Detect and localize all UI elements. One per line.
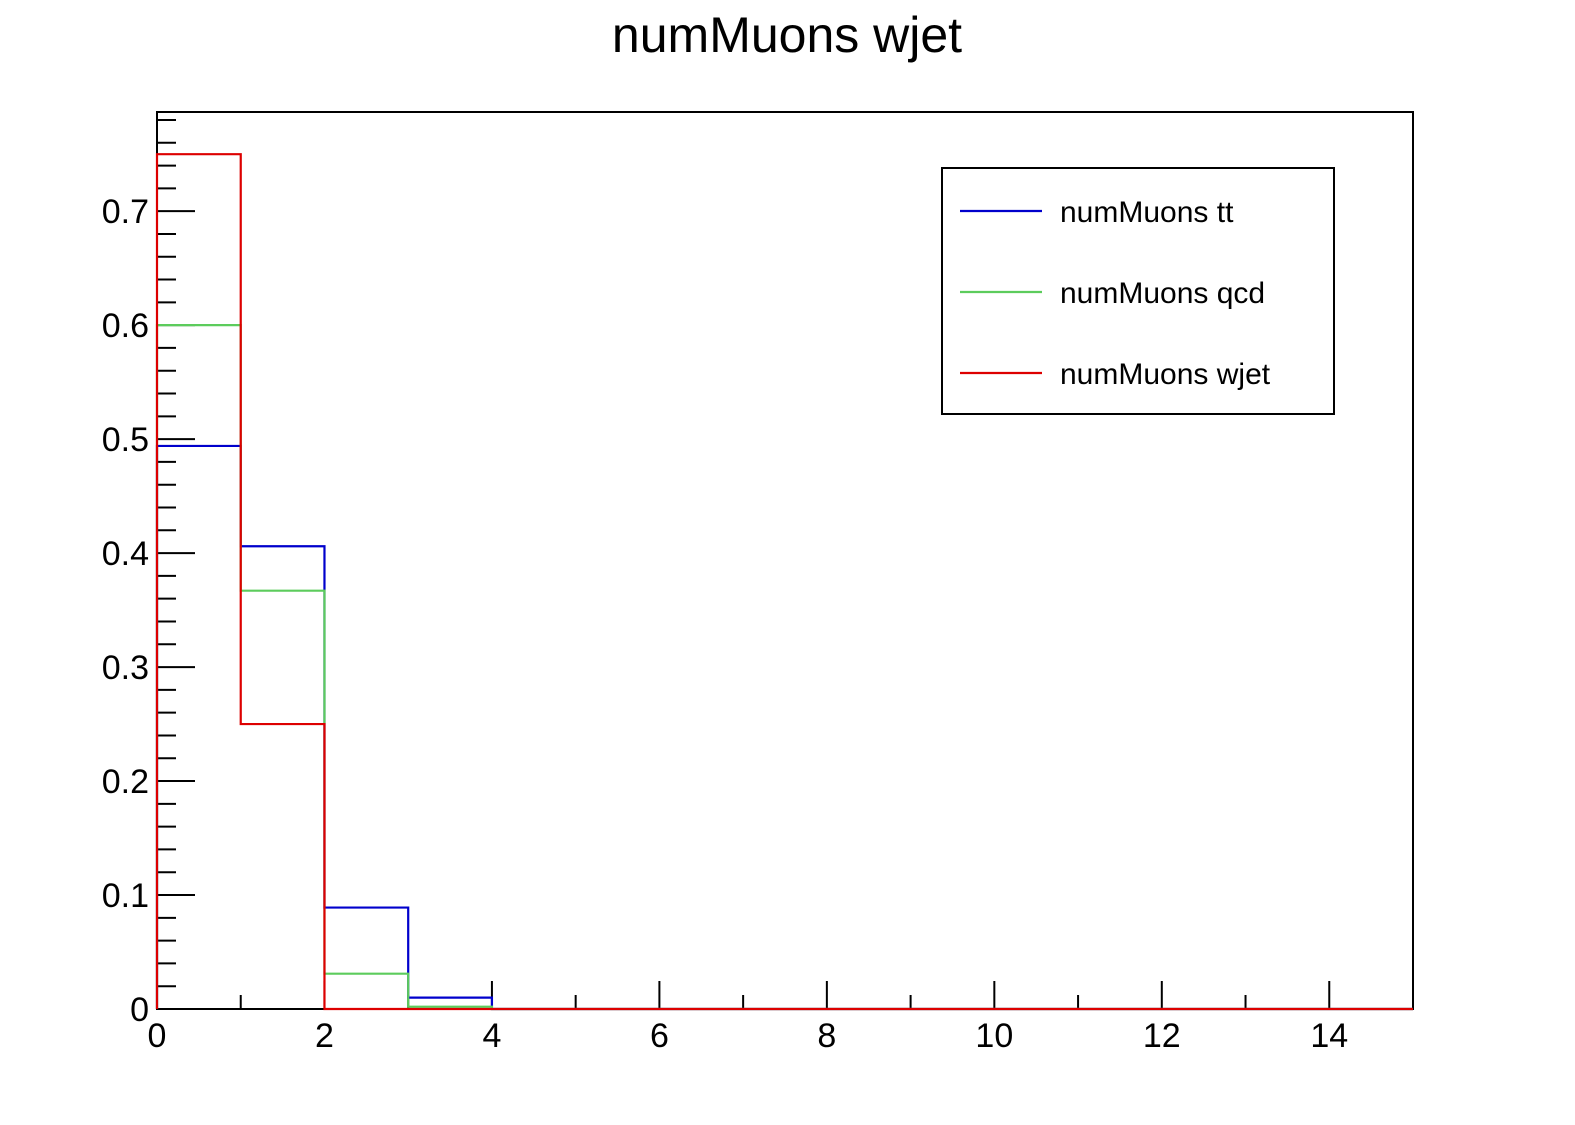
series-2 — [155, 153, 1413, 1011]
y-tick-label: 0.2 — [102, 763, 149, 801]
x-tick-label: 12 — [1143, 1017, 1181, 1055]
x-tick-label: 4 — [482, 1017, 501, 1055]
x-tick-label: 8 — [817, 1017, 836, 1055]
y-tick-label: 0.3 — [102, 649, 149, 687]
x-tick-label: 10 — [975, 1017, 1013, 1055]
legend-entry-label: numMuons wjet — [1060, 358, 1271, 391]
legend-entry-label: numMuons qcd — [1060, 277, 1265, 310]
y-tick-label: 0.6 — [102, 307, 149, 345]
histogram-series-line — [155, 153, 1413, 1011]
y-tick-label: 0 — [130, 991, 149, 1029]
legend-entry-label: numMuons tt — [1060, 196, 1234, 229]
y-tick-label: 0.4 — [102, 535, 149, 573]
y-tick-label: 0.1 — [102, 877, 149, 915]
x-tick-label: 14 — [1310, 1017, 1348, 1055]
y-tick-label: 0.7 — [102, 193, 149, 231]
x-tick-label: 6 — [650, 1017, 669, 1055]
legend: numMuons tt numMuons qcd numMuons wjet — [941, 167, 1335, 415]
x-tick-label: 0 — [148, 1017, 167, 1055]
x-tick-label: 2 — [315, 1017, 334, 1055]
chart-title: numMuons wjet — [612, 7, 962, 63]
y-tick-label: 0.5 — [102, 421, 149, 459]
plot-area: 0 0.1 0.2 0.3 0.4 0.5 0.6 0.7 0 2 4 6 8 10 12 14 — [102, 111, 1414, 1055]
